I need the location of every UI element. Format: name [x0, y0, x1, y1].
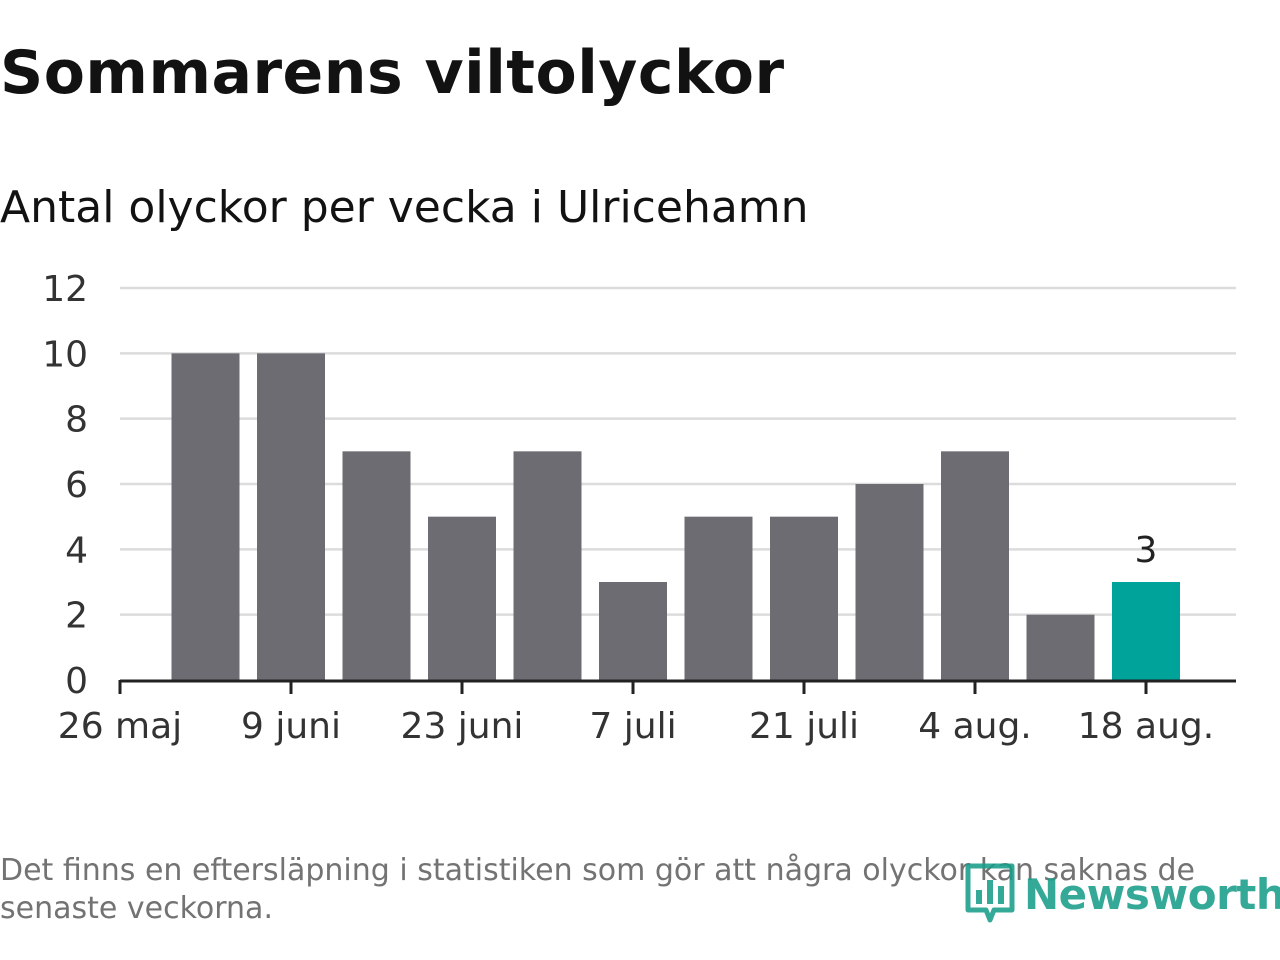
y-tick-label: 12: [42, 269, 88, 310]
bar: [855, 484, 924, 680]
bar: [513, 451, 582, 680]
bar: [257, 353, 325, 680]
bar: [599, 582, 667, 680]
data-label: 3: [1135, 530, 1158, 571]
chart-subtitle: Antal olyckor per vecka i Ulricehamn: [0, 182, 809, 233]
y-tick-label: 8: [65, 400, 88, 441]
x-tick-label: 7 juli: [589, 706, 676, 747]
brand-logo: Newsworthy: [964, 862, 1280, 926]
x-tick-label: 26 maj: [58, 706, 182, 747]
bar: [342, 451, 411, 680]
x-axis-ticks: 26 maj 9 juni 23 juni 7 juli 21 juli 4 aug. 18…: [58, 680, 1214, 747]
y-tick-label: 10: [42, 334, 88, 375]
chart-title: Sommarens viltolyckor: [0, 38, 785, 108]
x-tick-label: 18 aug.: [1078, 706, 1214, 747]
y-tick-label: 4: [65, 530, 88, 571]
bar: [1026, 614, 1095, 680]
bar-highlight: [1112, 582, 1180, 680]
bar: [428, 516, 496, 680]
bar: [770, 516, 838, 680]
bars: [171, 353, 1180, 680]
footnote: Det finns en eftersläpning i statistiken…: [0, 853, 1195, 926]
y-axis-ticks: 0 2 4 6 8 10 12: [42, 269, 88, 702]
y-tick-label: 6: [65, 465, 88, 506]
y-tick-label: 0: [65, 661, 88, 702]
bar: [684, 516, 753, 680]
bar: [171, 353, 240, 680]
x-tick-label: 4 aug.: [918, 706, 1032, 747]
x-tick-label: 23 juni: [401, 706, 524, 747]
bar: [941, 451, 1009, 680]
brand-name: Newsworthy: [1024, 869, 1280, 919]
x-tick-label: 9 juni: [241, 706, 341, 747]
y-tick-label: 2: [65, 596, 88, 637]
x-tick-label: 21 juli: [749, 706, 859, 747]
bar-chart-flag-icon: [964, 860, 1016, 928]
data-labels: 3: [1135, 530, 1158, 571]
bar-chart: 0 2 4 6 8 10 12 26 maj 9 juni 23 juni 7 juli 21 ju…: [42, 269, 1236, 747]
